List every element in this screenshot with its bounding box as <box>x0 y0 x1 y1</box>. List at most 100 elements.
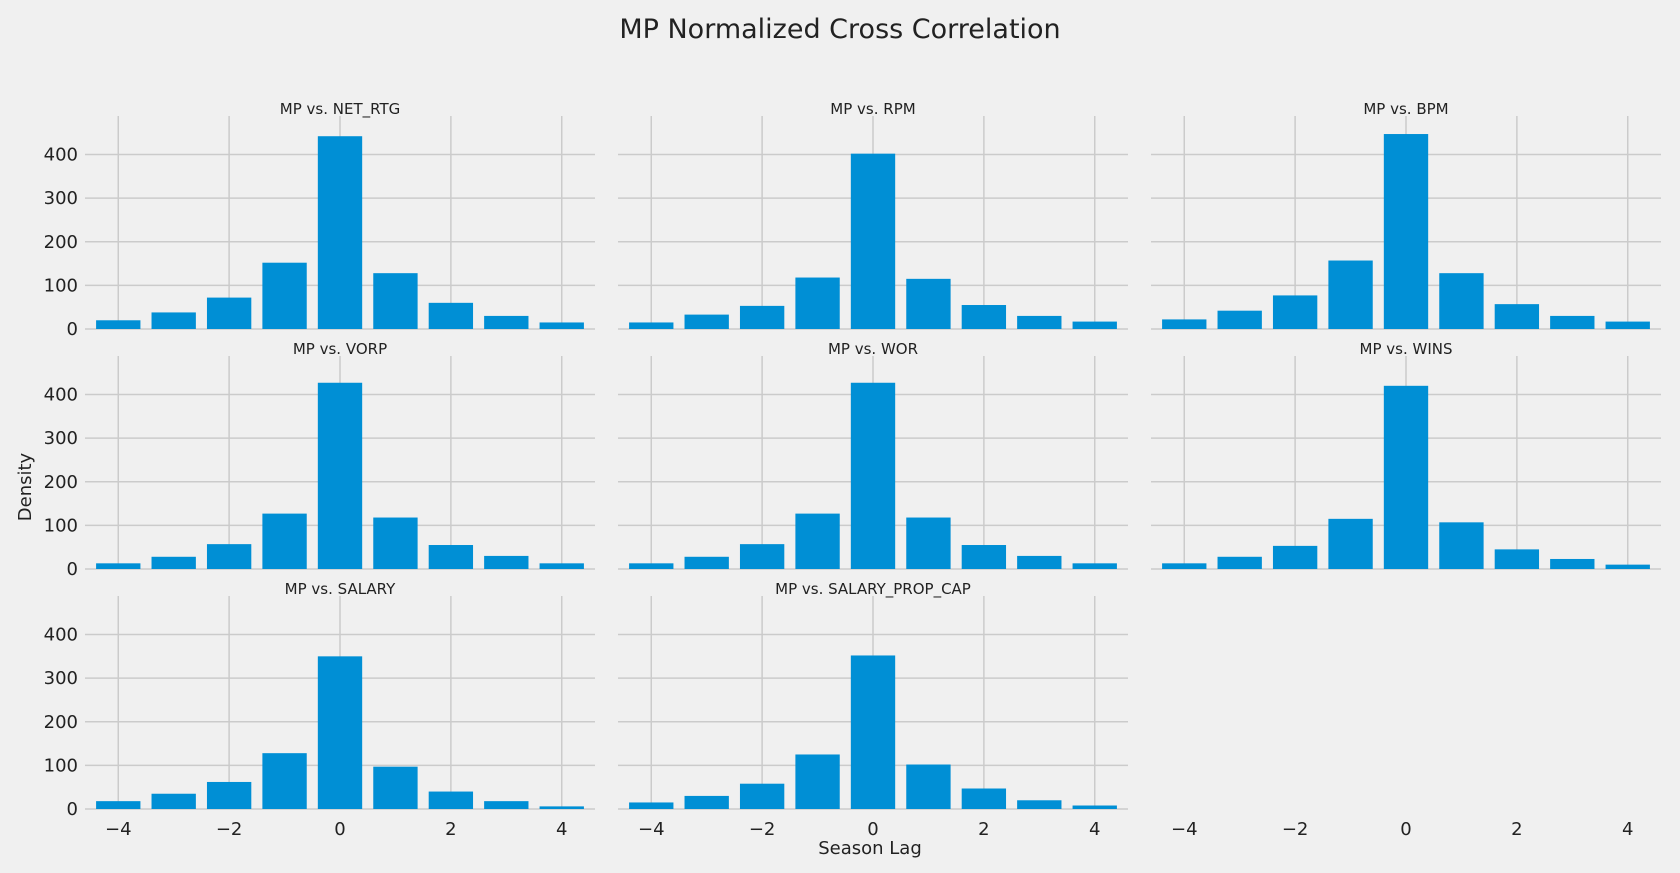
bar <box>739 305 785 329</box>
y-tick-label: 300 <box>44 188 78 209</box>
bar <box>961 305 1007 329</box>
x-tick-label: 2 <box>445 819 456 840</box>
subplot-1: MP vs. NET_RTG 0 100 200 300 400 <box>44 100 595 340</box>
chart-title: MP Normalized Cross Correlation <box>619 14 1060 45</box>
bar <box>206 297 252 329</box>
subplot-title: MP vs. RPM <box>830 100 915 118</box>
bar <box>1162 563 1207 569</box>
bar <box>684 314 729 329</box>
x-tick-label: 0 <box>867 819 878 840</box>
bar <box>1439 522 1484 569</box>
subplot-2: MP vs. RPM <box>618 100 1128 330</box>
subplot-title: MP vs. SALARY <box>285 580 396 598</box>
bar <box>317 382 363 569</box>
x-tick-label: −2 <box>749 819 776 840</box>
bar <box>317 136 363 329</box>
x-tick-label: 0 <box>334 819 345 840</box>
bar <box>1072 805 1117 809</box>
subplot-7: MP vs. SALARY 0 100 200 300 400 −4 −2 0 2 4 <box>44 580 595 840</box>
subplot-5: MP vs. WOR <box>618 340 1128 570</box>
bar <box>629 802 674 809</box>
bar <box>373 766 418 809</box>
subplot-8: MP vs. SALARY_PROP_CAP −4 −2 0 2 4 <box>618 580 1128 840</box>
bar <box>206 781 252 809</box>
x-tick-label: −2 <box>216 819 243 840</box>
bar <box>1017 555 1062 569</box>
bar <box>317 656 363 809</box>
bar <box>1550 558 1595 569</box>
bar <box>1162 319 1207 329</box>
x-tick-label: 4 <box>1622 819 1633 840</box>
subplot-4: MP vs. VORP 0 100 200 300 400 <box>44 340 595 580</box>
y-tick-label: 400 <box>44 625 78 646</box>
y-tick-label: 100 <box>44 275 78 296</box>
subplot-6: MP vs. WINS <box>1151 340 1661 570</box>
bar <box>906 278 951 329</box>
bar <box>1383 134 1429 329</box>
bar <box>1605 564 1650 569</box>
bar <box>961 788 1007 809</box>
bar <box>484 555 529 569</box>
bar <box>1494 304 1540 329</box>
bar <box>373 273 418 329</box>
bar <box>428 791 474 809</box>
subplot-title: MP vs. VORP <box>293 340 387 358</box>
bar <box>373 517 418 569</box>
bar <box>850 655 896 809</box>
x-axis-label: Season Lag <box>818 838 922 859</box>
bar <box>1439 273 1484 329</box>
y-tick-label: 300 <box>44 668 78 689</box>
subplot-title: MP vs. BPM <box>1363 100 1448 118</box>
bar <box>428 302 474 329</box>
bar <box>1072 563 1117 569</box>
bar <box>1328 260 1373 329</box>
bar <box>850 382 896 569</box>
bar <box>151 312 196 329</box>
bar <box>539 563 584 569</box>
bar <box>96 320 141 329</box>
bar <box>961 545 1007 569</box>
x-tick-label: 4 <box>1089 819 1100 840</box>
bar <box>1605 321 1650 329</box>
bar <box>262 753 307 809</box>
bar <box>739 544 785 569</box>
y-tick-label: 400 <box>44 145 78 166</box>
x-tick-label: 2 <box>1511 819 1522 840</box>
subplot-title: MP vs. SALARY_PROP_CAP <box>775 580 971 599</box>
x-tick-label: −4 <box>105 819 132 840</box>
bar <box>629 322 674 329</box>
x-tick-label: 0 <box>1400 819 1411 840</box>
x-tick-label: −4 <box>638 819 665 840</box>
bar <box>629 563 674 569</box>
bar <box>1072 321 1117 329</box>
bar <box>1217 556 1262 569</box>
y-tick-label: 0 <box>67 559 78 580</box>
subplot-title: MP vs. WOR <box>828 340 918 358</box>
bar <box>1328 518 1373 569</box>
bar <box>684 556 729 569</box>
bar <box>539 806 584 809</box>
bar <box>96 801 141 809</box>
bar <box>1217 310 1262 329</box>
y-tick-label: 0 <box>67 319 78 340</box>
bar <box>1272 295 1318 329</box>
bar <box>206 544 252 569</box>
x-tick-label: −4 <box>1171 819 1198 840</box>
y-axis-label: Density <box>15 452 36 521</box>
bar <box>484 801 529 809</box>
y-tick-label: 400 <box>44 385 78 406</box>
y-tick-label: 200 <box>44 472 78 493</box>
bar <box>484 315 529 329</box>
bar <box>795 754 840 809</box>
bar <box>906 517 951 569</box>
x-tick-label: 2 <box>978 819 989 840</box>
bar <box>1383 385 1429 569</box>
y-tick-label: 200 <box>44 712 78 733</box>
subplot-title: MP vs. NET_RTG <box>280 100 400 119</box>
subplot-title: MP vs. WINS <box>1360 340 1453 358</box>
y-tick-label: 200 <box>44 232 78 253</box>
bar <box>262 262 307 329</box>
bar <box>1017 800 1062 809</box>
